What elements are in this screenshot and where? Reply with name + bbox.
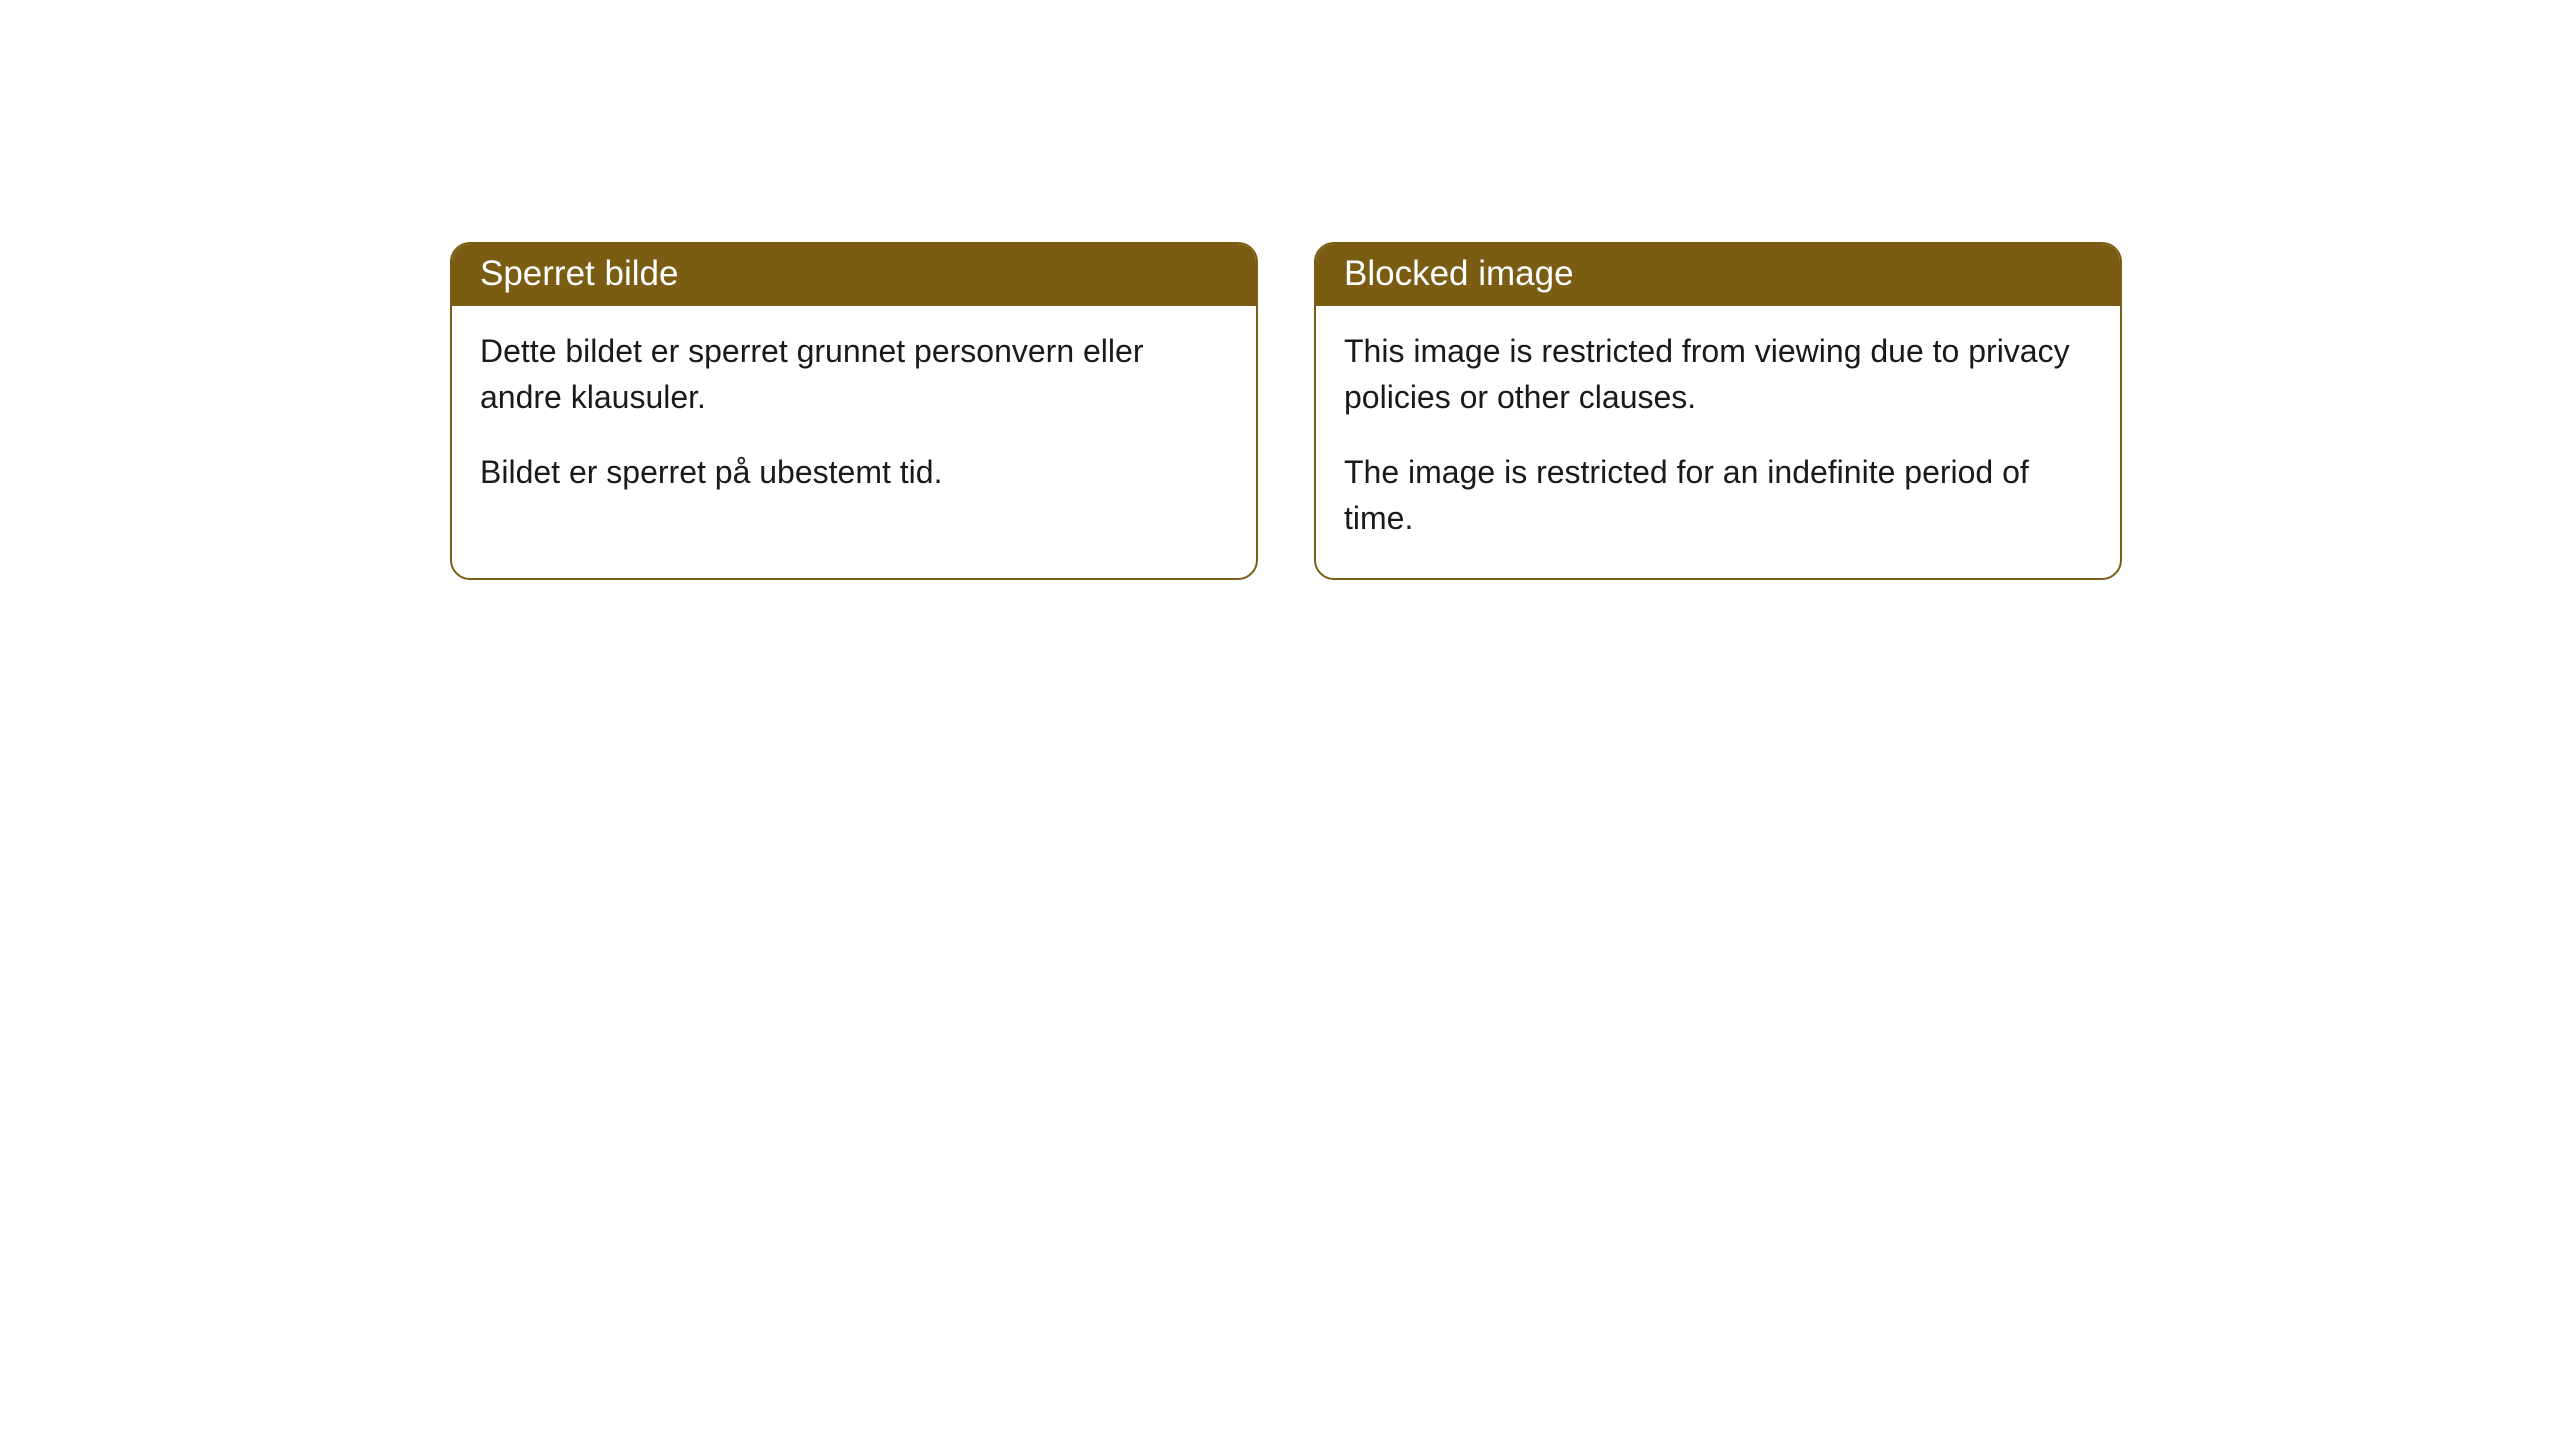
notice-card-english: Blocked image This image is restricted f… [1314, 242, 2122, 580]
card-text-norwegian-1: Dette bildet er sperret grunnet personve… [480, 328, 1228, 421]
card-body-norwegian: Dette bildet er sperret grunnet personve… [452, 306, 1256, 531]
card-text-english-2: The image is restricted for an indefinit… [1344, 449, 2092, 542]
card-header-norwegian: Sperret bilde [452, 244, 1256, 306]
card-text-norwegian-2: Bildet er sperret på ubestemt tid. [480, 449, 1228, 495]
notice-card-norwegian: Sperret bilde Dette bildet er sperret gr… [450, 242, 1258, 580]
card-text-english-1: This image is restricted from viewing du… [1344, 328, 2092, 421]
card-header-english: Blocked image [1316, 244, 2120, 306]
notice-cards-container: Sperret bilde Dette bildet er sperret gr… [450, 242, 2122, 580]
card-body-english: This image is restricted from viewing du… [1316, 306, 2120, 578]
